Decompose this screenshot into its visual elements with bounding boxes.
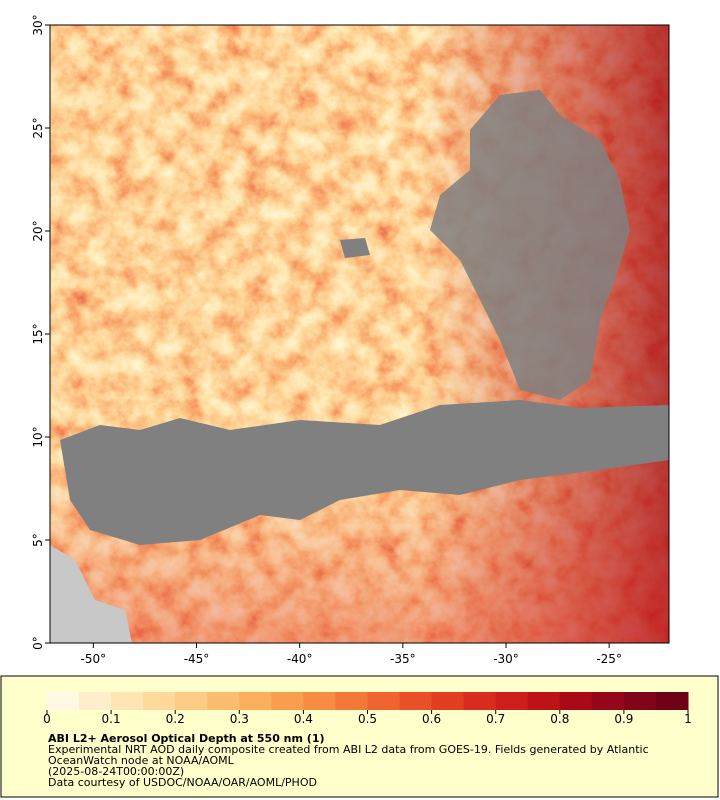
colorbar-tick-label: 0.9 xyxy=(614,712,633,726)
colorbar-tick-label: 0.6 xyxy=(422,712,441,726)
colorbar-tick-label: 0.2 xyxy=(166,712,185,726)
y-tick-label: 20° xyxy=(31,220,45,241)
x-tick-label: -45° xyxy=(184,652,210,666)
y-tick-label: 25° xyxy=(31,117,45,138)
x-tick-label: -35° xyxy=(390,652,416,666)
colorbar-tick-label: 0 xyxy=(43,712,51,726)
caption-title: ABI L2+ Aerosol Optical Depth at 550 nm … xyxy=(48,732,325,745)
colorbar-tick-label: 0.5 xyxy=(358,712,377,726)
colorbar-tick-label: 0.4 xyxy=(294,712,313,726)
caption-line: Experimental NRT AOD daily composite cre… xyxy=(48,743,649,756)
colorbar-swatch xyxy=(559,692,593,710)
colorbar-swatch xyxy=(655,692,689,710)
colorbar-swatch xyxy=(591,692,625,710)
colorbar-swatch xyxy=(431,692,465,710)
colorbar-swatch xyxy=(207,692,240,710)
colorbar-swatch xyxy=(463,692,497,710)
map-image xyxy=(50,25,669,643)
y-tick-label: 30° xyxy=(31,14,45,35)
colorbar-tick-label: 1 xyxy=(684,712,692,726)
caption-line: (2025-08-24T00:00:00Z) xyxy=(48,765,184,778)
colorbar-tick-label: 0.7 xyxy=(486,712,505,726)
caption-line: OceanWatch node at NOAA/AOML xyxy=(48,754,235,767)
y-tick-label: 5° xyxy=(31,533,45,547)
colorbar-swatch xyxy=(335,692,368,710)
y-tick-label: 10° xyxy=(31,426,45,447)
colorbar-tick-label: 0.8 xyxy=(550,712,569,726)
colorbar-swatch xyxy=(143,692,176,710)
x-tick-label: -25° xyxy=(596,652,622,666)
colorbar-tick-label: 0.1 xyxy=(102,712,121,726)
x-tick-label: -40° xyxy=(287,652,313,666)
colorbar-swatch xyxy=(495,692,529,710)
x-tick-label: -50° xyxy=(81,652,107,666)
colorbar-swatch xyxy=(239,692,272,710)
colorbar-swatch xyxy=(623,692,657,710)
x-tick-label: -30° xyxy=(493,652,519,666)
colorbar-swatch xyxy=(175,692,208,710)
y-tick-label: 0° xyxy=(31,636,45,650)
caption-line: Data courtesy of USDOC/NOAA/OAR/AOML/PHO… xyxy=(48,776,317,789)
colorbar-swatch xyxy=(367,692,401,710)
colorbar-swatch xyxy=(527,692,561,710)
colorbar-swatch xyxy=(303,692,336,710)
colorbar-swatch xyxy=(111,692,144,710)
colorbar-swatch xyxy=(399,692,433,710)
colorbar-swatch xyxy=(47,692,80,710)
colorbar-swatch xyxy=(271,692,304,710)
colorbar-swatch xyxy=(79,692,112,710)
y-tick-label: 15° xyxy=(31,323,45,344)
colorbar-tick-label: 0.3 xyxy=(230,712,249,726)
